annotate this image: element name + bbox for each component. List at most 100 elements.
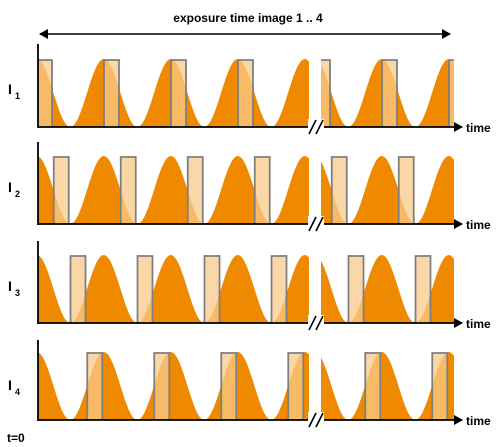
row-label: I: [8, 179, 12, 195]
exposure-overlap: [204, 256, 220, 323]
exposure-gate: [38, 59, 58, 127]
exposure-overlap: [20, 353, 35, 420]
axis-break-mark: [308, 216, 317, 232]
exposure-overlap: [238, 60, 253, 127]
exposure-gate: [114, 156, 142, 224]
exposure-overlap: [466, 157, 481, 224]
axis-break-mark: [308, 315, 317, 331]
time-axis-label: time: [466, 218, 491, 232]
exposure-gate: [460, 157, 487, 224]
row-label: I: [8, 278, 12, 294]
exposure-gate: [376, 59, 403, 127]
exposure-gate: [409, 255, 437, 323]
exposure-gate: [165, 59, 192, 127]
exposure-gate: [148, 352, 176, 420]
exposure-overlap: [415, 256, 431, 323]
exposure-overlap: [70, 256, 86, 323]
exposure-overlap: [0, 157, 2, 224]
exposure-gate: [64, 255, 92, 323]
exposure-overlap: [20, 353, 35, 420]
exposure-overlap: [221, 353, 237, 420]
row-4-segment-2: [20, 352, 454, 420]
exposure-overlap: [348, 256, 364, 323]
timing-row-3: time I 3: [0, 241, 496, 331]
signal-wave: [38, 352, 309, 420]
exposure-gate: [47, 156, 75, 224]
origin-label: t=0: [7, 431, 25, 445]
exposure-gate: [0, 157, 8, 224]
exposure-gate: [460, 157, 487, 224]
axis-break-mark: [315, 315, 324, 331]
exposure-gate: [265, 255, 293, 323]
exposure-gate: [0, 256, 25, 323]
exposure-overlap: [137, 256, 153, 323]
exposure-gate: [426, 352, 454, 420]
exposure-gate: [0, 157, 8, 224]
row-label-subscript: 3: [15, 288, 20, 298]
exposure-overlap: [53, 157, 69, 224]
exposure-gate: [198, 255, 226, 323]
exposure-overlap: [288, 353, 304, 420]
axis-break-mark: [315, 412, 324, 428]
exposure-overlap: [254, 157, 270, 224]
exposure-gate: [392, 156, 420, 224]
exposure-overlap: [171, 60, 186, 127]
row-label: I: [8, 81, 12, 97]
exposure-gate: [477, 256, 496, 323]
exposure-gate: [248, 156, 276, 224]
exposure-gate: [232, 59, 259, 127]
axis-break-gap: [308, 216, 324, 232]
exposure-overlap: [0, 157, 2, 224]
exposure-overlap: [398, 157, 414, 224]
exposure-overlap: [271, 256, 287, 323]
axis-break-mark: [308, 119, 317, 135]
exposure-gate: [181, 156, 209, 224]
signal-wave: [321, 255, 454, 323]
exposure-gate: [131, 255, 159, 323]
row-label-subscript: 1: [15, 91, 20, 101]
axis-break-gap: [308, 315, 324, 331]
timing-row-2: time I 2: [0, 142, 491, 232]
row-3-segment-2: [321, 255, 496, 323]
exposure-overlap: [331, 157, 347, 224]
exposure-overlap: [87, 353, 103, 420]
exposure-overlap: [382, 60, 397, 127]
row-label-subscript: 2: [15, 189, 20, 199]
exposure-overlap: [120, 157, 136, 224]
exposure-overlap: [104, 60, 119, 127]
exposure-overlap: [187, 157, 203, 224]
diagram-title: exposure time image 1 .. 4: [173, 11, 323, 25]
exposure-overlap: [483, 256, 496, 323]
time-axis-label: time: [466, 414, 491, 428]
axis-break-gap: [308, 412, 324, 428]
exposure-gate: [98, 59, 125, 127]
exposure-overlap: [483, 256, 496, 323]
axis-break-mark: [315, 119, 324, 135]
time-axis-label: time: [466, 317, 491, 331]
time-axis-label: time: [466, 121, 491, 135]
exposure-gate: [359, 352, 387, 420]
signal-wave: [38, 255, 309, 323]
exposure-gate: [282, 352, 309, 420]
row-4-segment-1: [20, 352, 309, 420]
exposure-overlap: [38, 60, 52, 127]
row-1-segment-2: [321, 59, 454, 127]
signal-wave: [321, 352, 454, 420]
exposure-gate: [215, 352, 243, 420]
exposure-overlap: [365, 353, 381, 420]
row-label: I: [8, 377, 12, 393]
exposure-overlap: [449, 60, 454, 127]
signal-wave: [38, 156, 309, 224]
exposure-gate: [477, 256, 496, 323]
axis-break-mark: [315, 216, 324, 232]
row-3-segment-1: [0, 255, 496, 323]
exposure-overlap: [154, 353, 170, 420]
row-1-segment-1: [38, 59, 309, 127]
exposure-overlap: [466, 157, 481, 224]
exposure-overlap: [321, 60, 330, 127]
exposure-gate: [321, 59, 336, 127]
exposure-gate: [81, 352, 109, 420]
axis-break-gap: [308, 119, 324, 135]
row-2-segment-1: [0, 156, 487, 224]
